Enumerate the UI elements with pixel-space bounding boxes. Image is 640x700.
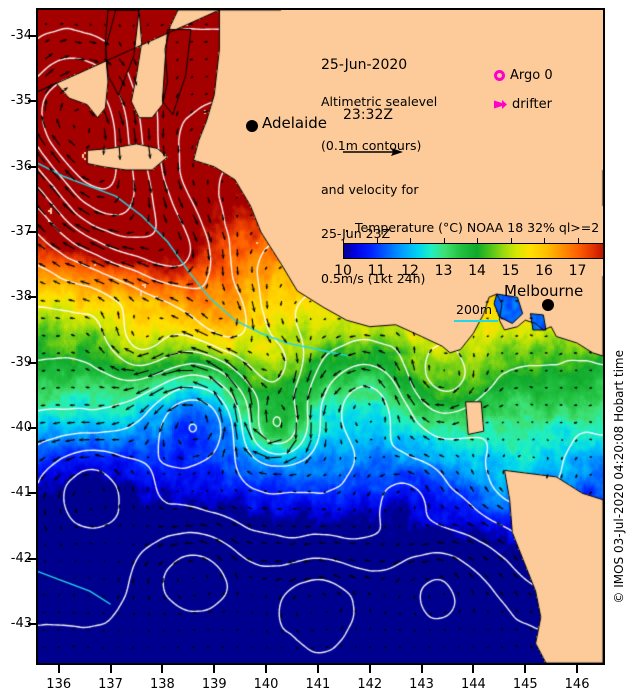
latitude-tick-mark (28, 492, 36, 495)
colorbar-tick-label: 14 (468, 263, 486, 279)
longitude-tick-label: 142 (357, 677, 383, 692)
bathymetry-label: 200m (456, 302, 493, 317)
longitude-tick-mark (524, 665, 527, 673)
latitude-tick-label: -37 (10, 224, 32, 240)
colorbar-tick-mark (477, 238, 478, 243)
argo-circle-icon (494, 70, 505, 81)
longitude-tick-mark (265, 665, 268, 673)
drifter-arrow-icon (494, 100, 507, 109)
bathymetry-line-icon (454, 320, 498, 322)
longitude-tick-mark (576, 665, 579, 673)
map-title-block: 25-Jun-2020 23:32Z (321, 24, 407, 156)
latitude-tick-mark (28, 622, 36, 625)
desc-line-0: Altimetric sealevel (321, 93, 438, 109)
colorbar-tick-label: 10 (334, 263, 352, 279)
longitude-tick-label: 136 (46, 677, 72, 692)
longitude-tick-label: 141 (305, 677, 331, 692)
map-title-date: 25-Jun-2020 (321, 57, 408, 74)
temperature-colorbar[interactable] (343, 243, 603, 259)
longitude-tick-label: 140 (253, 677, 279, 692)
longitude-tick-mark (368, 665, 371, 673)
longitude-tick-label: 145 (512, 677, 538, 692)
colorbar-tick-mark (443, 238, 445, 243)
latitude-tick-label: -39 (10, 354, 32, 370)
colorbar-title-dot (346, 230, 348, 232)
longitude-tick-mark (213, 665, 216, 673)
longitude-tick-label: 137 (98, 677, 123, 692)
colorbar-tick-label: 11 (367, 263, 386, 279)
longitude-tick-label: 144 (460, 677, 486, 692)
colorbar-tick-label: 18 (602, 263, 603, 279)
latitude-tick-label: -38 (10, 289, 32, 305)
legend-drifter-label: drifter (512, 97, 552, 112)
city-marker-melbourne[interactable] (542, 299, 554, 311)
longitude-tick-label: 143 (409, 677, 434, 692)
desc-line-2: and velocity for (321, 182, 419, 197)
latitude-tick-mark (28, 165, 36, 168)
city-marker-adelaide[interactable] (246, 120, 258, 132)
latitude-tick-label: -36 (10, 158, 32, 174)
latitude-tick-label: -40 (10, 419, 32, 435)
desc-line-3: 25-Jun 23Z (321, 226, 391, 242)
colorbar-tick-mark (343, 238, 344, 243)
city-label-melbourne: Melbourne (504, 282, 584, 300)
colorbar-tick-label: 15 (501, 263, 520, 279)
colorbar-tick-mark (376, 238, 378, 243)
longitude-tick-mark (420, 665, 423, 673)
colorbar-tick-label: 13 (434, 263, 453, 279)
velocity-scale-arrow-icon (343, 148, 403, 156)
map-title-time: 23:32Z (343, 106, 393, 123)
map-frame[interactable]: 25-Jun-2020 23:32Z Altimetric sealevel (… (36, 8, 605, 665)
colorbar-tick-label: 16 (535, 263, 553, 279)
desc-line-1: (0.1m contours) (321, 137, 422, 153)
colorbar-tick-mark (577, 238, 579, 243)
longitude-tick-mark (109, 665, 112, 673)
latitude-tick-mark (28, 426, 36, 429)
latitude-tick-label: -35 (10, 93, 32, 109)
colorbar-tick-label: 17 (568, 263, 587, 279)
latitude-tick-mark (28, 231, 36, 234)
city-label-adelaide: Adelaide (262, 114, 328, 132)
legend-drifter: drifter (494, 97, 552, 112)
longitude-tick-mark (161, 665, 164, 673)
latitude-tick-label: -41 (10, 485, 32, 501)
sst-velocity-map-canvas[interactable] (38, 10, 603, 663)
colorbar-tick-mark (510, 238, 512, 243)
latitude-tick-label: -43 (10, 615, 32, 631)
colorbar-tick-mark (544, 238, 545, 243)
longitude-tick-mark (472, 665, 475, 673)
desc-line-4: 0.5m/s (1kt 24h) (321, 270, 426, 286)
longitude-tick-label: 138 (149, 677, 175, 692)
latitude-tick-mark (28, 361, 36, 364)
map-description-block: Altimetric sealevel (0.1m contours) and … (321, 65, 437, 316)
longitude-tick-label: 146 (564, 677, 590, 692)
latitude-tick-mark (28, 296, 36, 299)
longitude-tick-label: 139 (201, 677, 227, 692)
legend-argo: Argo 0 (494, 68, 553, 83)
legend-argo-label: Argo 0 (510, 68, 553, 83)
longitude-tick-mark (57, 665, 60, 673)
colorbar-tick-mark (410, 238, 411, 243)
longitude-tick-mark (316, 665, 319, 673)
latitude-tick-mark (28, 557, 36, 560)
copyright-text: © IMOS 03-Jul-2020 04:20:08 Hobart time (612, 350, 626, 604)
colorbar-title: Temperature (°C) NOAA 18 32% ql>=2 (355, 220, 600, 235)
colorbar-tick-label: 12 (401, 263, 419, 279)
latitude-tick-mark (28, 100, 36, 103)
latitude-tick-mark (28, 35, 36, 38)
latitude-tick-label: -34 (10, 28, 32, 44)
latitude-tick-label: -42 (10, 550, 32, 566)
